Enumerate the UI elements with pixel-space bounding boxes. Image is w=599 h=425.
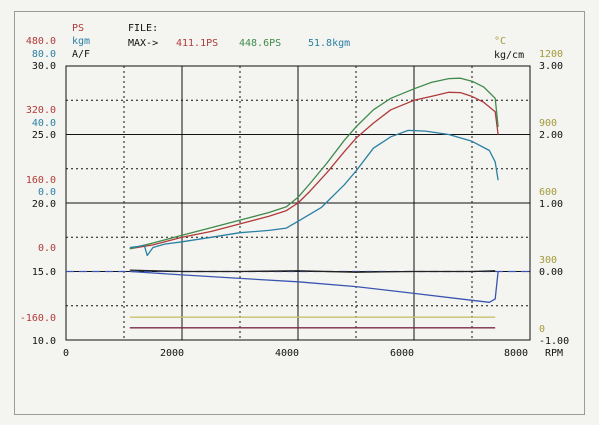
max-power-green: 448.6PS xyxy=(239,38,281,49)
x-tick: 6000 xyxy=(390,348,414,359)
temp-tick: 300 xyxy=(539,255,557,266)
af-tick: 25.0 xyxy=(32,130,56,141)
boost-tick: 0.00 xyxy=(539,267,563,278)
temp-tick: 0 xyxy=(539,324,545,335)
series-layer xyxy=(129,77,499,329)
max-power-red: 411.1PS xyxy=(176,38,218,49)
ps-tick: 320.0 xyxy=(26,105,56,116)
kgm-unit-label: kgm xyxy=(72,36,90,47)
max-label: MAX-> xyxy=(128,38,158,49)
series-line-448-6ps xyxy=(129,77,499,250)
temp-unit-label: °C xyxy=(494,36,506,47)
kgm-tick: 40.0 xyxy=(32,118,56,129)
ps-tick: 160.0 xyxy=(26,175,56,186)
boost-tick: 2.00 xyxy=(539,130,563,141)
ps-unit-label: PS xyxy=(72,23,84,34)
chart-frame xyxy=(14,11,585,415)
af-tick: 15.0 xyxy=(32,267,56,278)
af-tick: 30.0 xyxy=(32,61,56,72)
series-line-51-8kgm xyxy=(129,129,499,257)
x-tick: 8000 xyxy=(504,348,528,359)
max-torque: 51.8kgm xyxy=(308,38,350,49)
x-tick: 4000 xyxy=(275,348,299,359)
kgm-tick: 0.0 xyxy=(38,187,56,198)
kgm-tick: 80.0 xyxy=(32,49,56,60)
x-axis-unit: RPM xyxy=(545,348,563,359)
series-line-boost xyxy=(129,270,499,303)
x-tick: 0 xyxy=(63,348,69,359)
ps-tick: 0.0 xyxy=(38,243,56,254)
boost-tick: 3.00 xyxy=(539,61,563,72)
series-line-411-1ps xyxy=(129,91,499,250)
temp-tick: 1200 xyxy=(539,49,563,60)
file-label: FILE: xyxy=(128,23,158,34)
ps-tick: -160.0 xyxy=(20,313,56,324)
af-unit-label: A/F xyxy=(72,49,90,60)
boost-tick: -1.00 xyxy=(539,336,569,347)
temp-tick: 600 xyxy=(539,187,557,198)
temp-tick: 900 xyxy=(539,118,557,129)
boost-unit-label: kg/cm xyxy=(494,50,524,61)
series-line-a-f xyxy=(129,269,496,273)
ps-tick: 480.0 xyxy=(26,36,56,47)
boost-tick: 1.00 xyxy=(539,199,563,210)
af-tick: 20.0 xyxy=(32,199,56,210)
x-tick: 2000 xyxy=(160,348,184,359)
af-tick: 10.0 xyxy=(32,336,56,347)
